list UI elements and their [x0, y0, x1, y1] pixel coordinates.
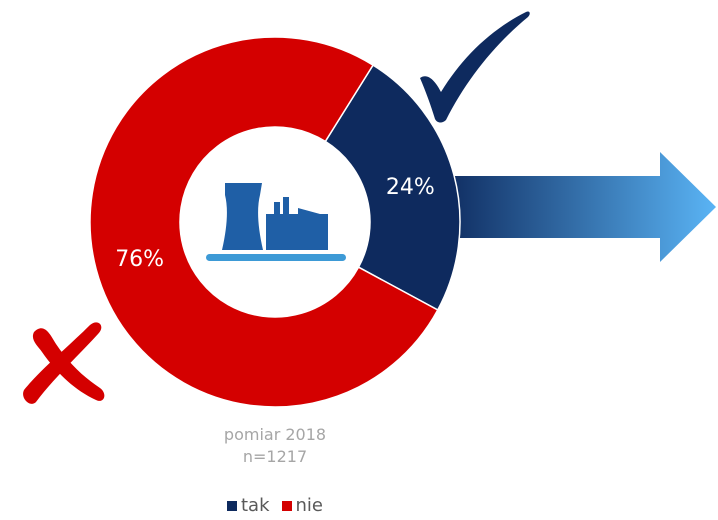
slice-label-nie: 76% [115, 247, 164, 272]
sample-caption-period: pomiar 2018 [223, 425, 327, 444]
legend-label-nie: nie [295, 495, 323, 516]
sample-caption-size: n=1217 [242, 447, 308, 466]
legend-swatch-tak [227, 500, 237, 511]
donut-slice-tak [324, 64, 461, 312]
donut-slices: 24% 76% [89, 36, 461, 408]
checkmark-icon [420, 11, 530, 123]
legend-label-tak: tak [241, 495, 270, 516]
legend-swatch-nie [281, 500, 292, 511]
slice-label-tak: 24% [386, 175, 435, 200]
right-arrow-icon [440, 152, 716, 262]
legend-item-nie: nie [281, 495, 323, 516]
power-plant-icon [206, 183, 346, 261]
legend: tak nie [0, 495, 550, 516]
legend-item-tak: tak [227, 495, 270, 516]
cross-icon [23, 322, 105, 404]
donut-slice-nie [89, 36, 439, 408]
